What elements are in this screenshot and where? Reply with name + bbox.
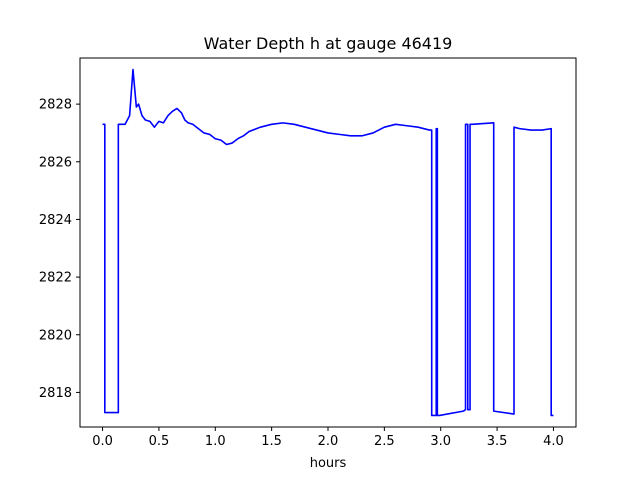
y-tick-label: 2818 — [39, 386, 72, 401]
x-tick-label: 1.0 — [205, 434, 226, 449]
y-axis: 2818 2820 2822 2824 2826 2828 — [39, 98, 80, 401]
x-tick-label: 3.0 — [430, 434, 451, 449]
plot-frame — [79, 57, 577, 428]
x-tick-label: 1.5 — [261, 434, 282, 449]
x-tick-label: 3.5 — [487, 434, 508, 449]
x-tick-label: 0.5 — [149, 434, 170, 449]
x-axis-label: hours — [310, 456, 347, 471]
series-line-0 — [102, 68, 554, 417]
x-axis: 0.0 0.5 1.0 1.5 2.0 2.5 3.0 3.5 4.0 — [92, 427, 564, 449]
y-tick-label: 2828 — [39, 98, 72, 113]
y-tick-label: 2826 — [39, 155, 72, 170]
y-tick-label: 2820 — [39, 328, 72, 343]
x-tick-label: 2.0 — [318, 434, 339, 449]
y-tick-label: 2822 — [39, 271, 72, 286]
y-tick-label: 2824 — [39, 213, 72, 228]
x-tick-label: 2.5 — [374, 434, 395, 449]
x-tick-label: 0.0 — [92, 434, 113, 449]
chart-title: Water Depth h at gauge 46419 — [204, 34, 453, 53]
plot-area — [102, 68, 554, 417]
x-tick-label: 4.0 — [543, 434, 564, 449]
